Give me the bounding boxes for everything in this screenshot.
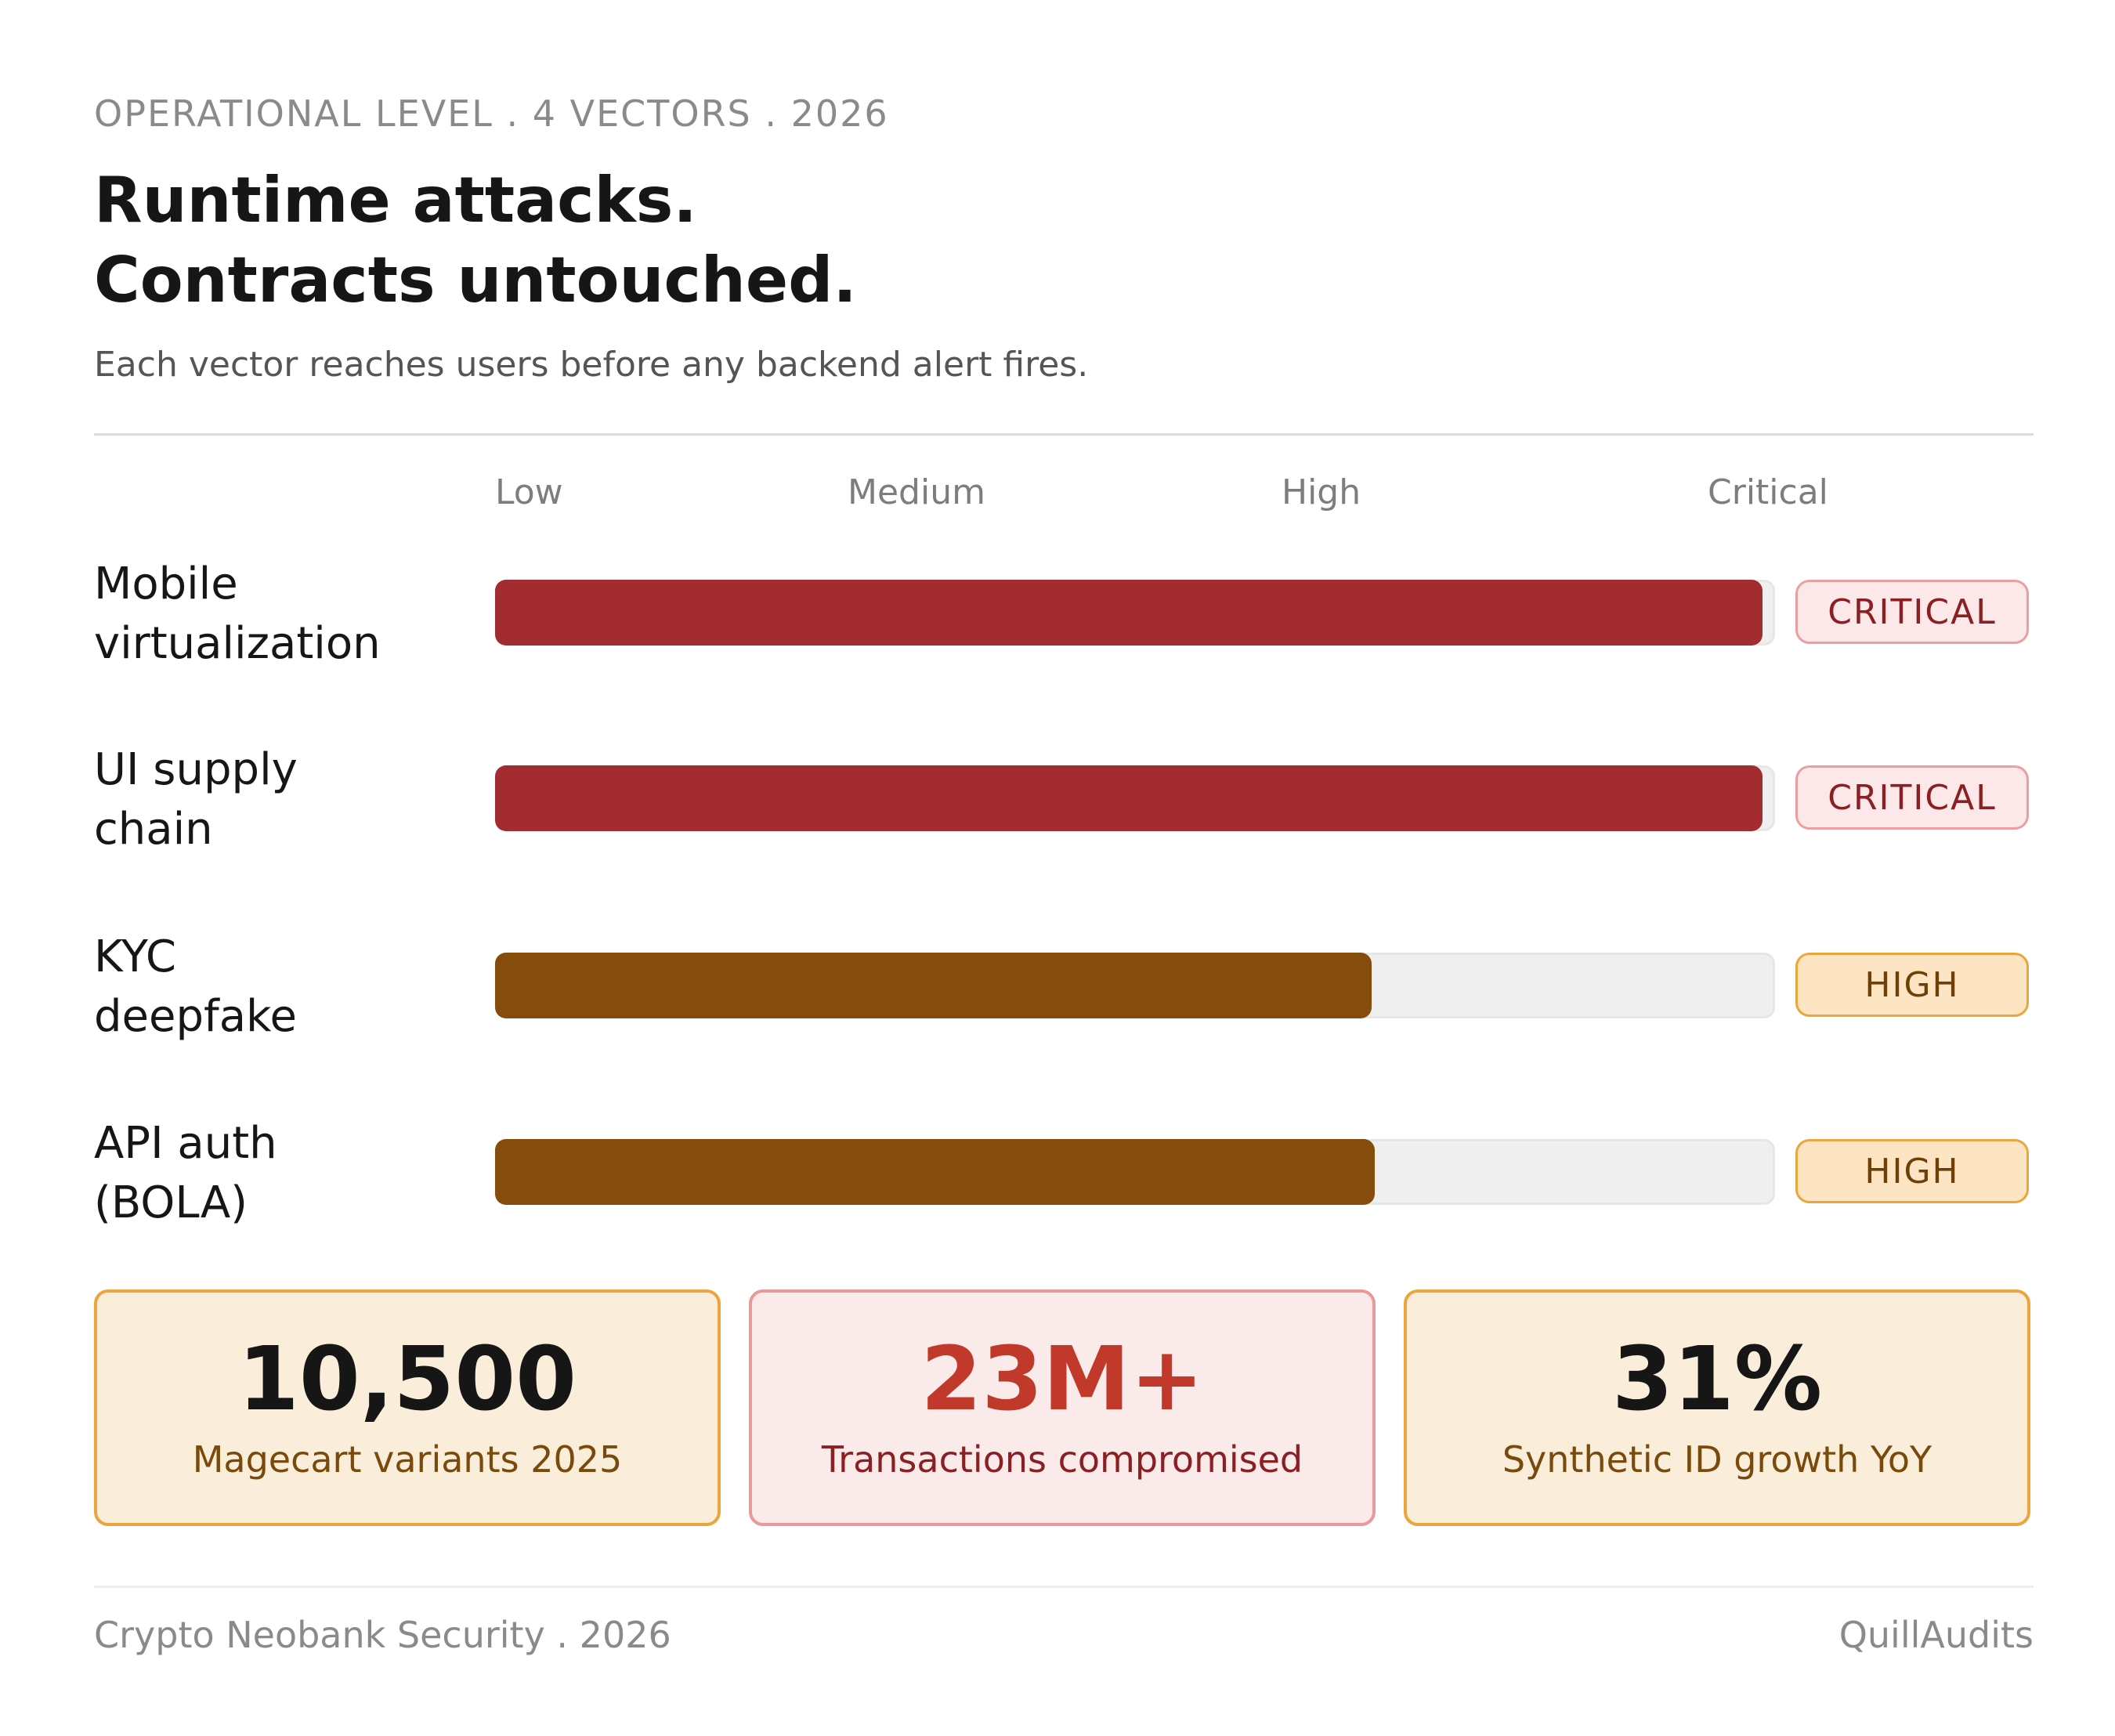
footer-brand: QuillAudits bbox=[1838, 1614, 2034, 1656]
row-label-line: chain bbox=[94, 804, 213, 855]
subtitle: Each vector reaches users before any bac… bbox=[94, 345, 1089, 385]
stat-value: 23M+ bbox=[920, 1329, 1204, 1430]
stat-card: 10,500 Magecart variants 2025 bbox=[94, 1289, 721, 1526]
severity-card: OPERATIONAL LEVEL . 4 VECTORS . 2026 Run… bbox=[94, 0, 2034, 1736]
scale-label-high: High bbox=[1282, 472, 1361, 512]
bar-api-auth-bola bbox=[495, 1139, 1375, 1205]
stat-value: 10,500 bbox=[237, 1329, 577, 1430]
title-line-2: Contracts untouched. bbox=[94, 244, 857, 316]
bar-track-ui-supply-chain bbox=[495, 765, 1775, 831]
row-label-line: Mobile bbox=[94, 559, 238, 609]
eyebrow: OPERATIONAL LEVEL . 4 VECTORS . 2026 bbox=[94, 92, 889, 135]
stat-value: 31% bbox=[1611, 1329, 1823, 1430]
page-title: Runtime attacks. Contracts untouched. bbox=[94, 161, 857, 320]
row-label-ui-supply-chain: UI supply chain bbox=[94, 740, 470, 859]
stat-label: Magecart variants 2025 bbox=[192, 1438, 623, 1481]
severity-badge-api-auth-bola: HIGH bbox=[1795, 1139, 2029, 1203]
footer-source: Crypto Neobank Security . 2026 bbox=[94, 1614, 671, 1656]
row-label-kyc-deepfake: KYC deepfake bbox=[94, 928, 470, 1047]
bar-track-mobile-virtualization bbox=[495, 580, 1775, 646]
bar-mobile-virtualization bbox=[495, 580, 1762, 646]
stat-card: 31% Synthetic ID growth YoY bbox=[1404, 1289, 2030, 1526]
bar-track-kyc-deepfake bbox=[495, 953, 1775, 1018]
stat-card: 23M+ Transactions compromised bbox=[749, 1289, 1376, 1526]
row-label-line: UI supply bbox=[94, 744, 298, 795]
title-line-1: Runtime attacks. bbox=[94, 164, 697, 237]
scale-label-medium: Medium bbox=[848, 472, 985, 512]
row-label-api-auth-bola: API auth (BOLA) bbox=[94, 1114, 470, 1233]
bar-ui-supply-chain bbox=[495, 765, 1762, 831]
row-label-line: API auth bbox=[94, 1118, 277, 1169]
severity-badge-mobile-virtualization: CRITICAL bbox=[1795, 580, 2029, 644]
row-label-line: (BOLA) bbox=[94, 1177, 248, 1228]
severity-badge-kyc-deepfake: HIGH bbox=[1795, 953, 2029, 1017]
row-label-mobile-virtualization: Mobile virtualization bbox=[94, 555, 470, 674]
divider-top bbox=[94, 433, 2034, 436]
stat-label: Transactions compromised bbox=[821, 1438, 1303, 1481]
stat-label: Synthetic ID growth YoY bbox=[1502, 1438, 1932, 1481]
scale-label-critical: Critical bbox=[1708, 472, 1828, 512]
row-label-line: virtualization bbox=[94, 618, 381, 669]
divider-bottom bbox=[94, 1586, 2034, 1588]
severity-badge-ui-supply-chain: CRITICAL bbox=[1795, 765, 2029, 830]
row-label-line: deepfake bbox=[94, 991, 297, 1042]
bar-track-api-auth-bola bbox=[495, 1139, 1775, 1205]
bar-kyc-deepfake bbox=[495, 953, 1372, 1018]
scale-label-low: Low bbox=[495, 472, 563, 512]
row-label-line: KYC bbox=[94, 931, 176, 982]
